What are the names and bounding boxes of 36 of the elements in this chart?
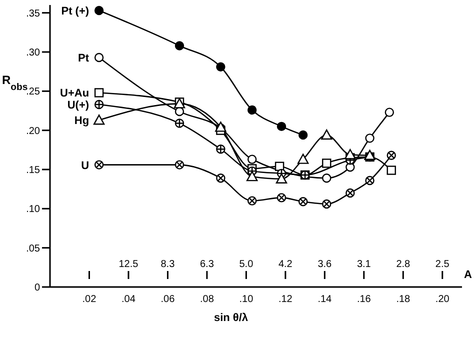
x-tick-label: .10 (239, 294, 254, 306)
series-label: Pt (+) (61, 5, 90, 18)
annotation: 8.3 (160, 259, 176, 270)
series-label: U (81, 160, 90, 172)
annotation: 5.0 (239, 259, 254, 270)
text: A (464, 269, 472, 281)
annotation: 4.2 (278, 259, 293, 270)
annotation: 3.1 (356, 259, 372, 270)
x-tick-label: .12 (278, 294, 293, 306)
annotation: 2.5 (435, 259, 450, 270)
x-tick-label: .04 (122, 294, 136, 306)
annotation: 3.6 (318, 259, 332, 270)
annotation: 12.5 (118, 259, 139, 270)
x-axis-title: sin θ/λ (214, 312, 248, 324)
y-axis-title: R$_{obs}$ (2, 72, 28, 92)
series-label: U+Au (60, 88, 90, 100)
x-tick-label: .14 (318, 294, 332, 306)
y-tick-label: .20 (26, 126, 40, 137)
y-tick-label: .10 (26, 204, 40, 216)
x-tick-label: .16 (356, 294, 372, 306)
y-tick-label: .35 (26, 8, 40, 20)
y-tick-label: .25 (26, 86, 40, 98)
series-label: Hg (74, 115, 90, 128)
series-label: U(+) (67, 99, 90, 112)
annotation: 2.8 (396, 259, 411, 270)
y-tick-label: .05 (26, 243, 40, 254)
x-tick-label: .02 (82, 294, 97, 306)
annotation: 6.3 (200, 259, 214, 270)
x-tick-label: .08 (200, 294, 214, 306)
y-tick-label: 0 (34, 282, 40, 294)
x-tick-label: .06 (160, 294, 176, 306)
y-tick-label: .15 (26, 165, 40, 176)
series-label: Pt (78, 52, 90, 64)
x-tick-label: .20 (435, 294, 450, 306)
y-tick-label: .30 (26, 48, 40, 59)
x-tick-label: .18 (396, 294, 411, 306)
